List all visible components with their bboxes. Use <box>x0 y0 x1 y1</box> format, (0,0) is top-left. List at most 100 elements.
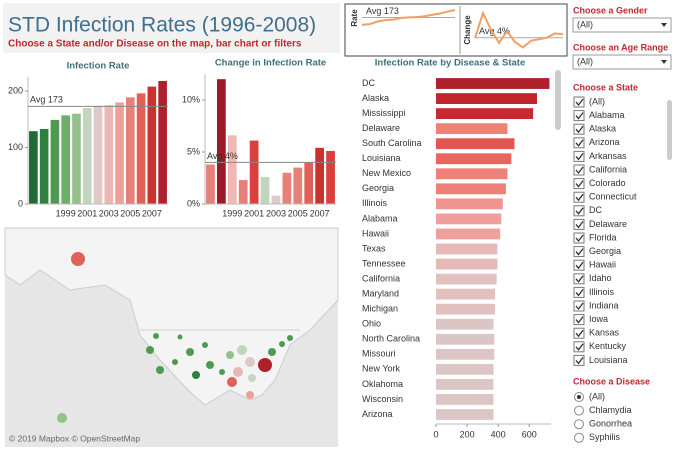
bar[interactable] <box>115 102 124 204</box>
category-label: Alaska <box>362 93 389 103</box>
bar[interactable] <box>436 303 496 315</box>
y-axis-label: Rate <box>350 9 359 27</box>
bar[interactable] <box>29 131 38 204</box>
bar[interactable] <box>72 113 81 204</box>
checkbox[interactable] <box>573 273 585 285</box>
bar[interactable] <box>436 273 497 285</box>
x-tick-label: 600 <box>522 429 537 439</box>
x-tick-label: 2003 <box>99 208 119 218</box>
dropdown[interactable] <box>572 54 672 70</box>
bar[interactable] <box>436 78 550 89</box>
bar[interactable] <box>436 409 494 420</box>
bar[interactable] <box>436 183 506 195</box>
y-axis-label: Change <box>463 15 472 45</box>
dashboard-title: STD Infection Rates (1996-2008) <box>8 14 316 37</box>
checkbox[interactable] <box>573 218 585 230</box>
bar[interactable] <box>282 172 292 204</box>
bar[interactable] <box>436 318 494 330</box>
bar[interactable] <box>206 164 215 204</box>
checkmark <box>575 180 584 188</box>
bar[interactable] <box>217 79 226 204</box>
bar[interactable] <box>436 378 494 390</box>
bar[interactable] <box>436 333 495 345</box>
bar[interactable] <box>104 105 114 204</box>
map[interactable]: © 2019 Mapbox © OpenStreetMap <box>4 227 339 447</box>
bar[interactable] <box>436 123 508 135</box>
bar[interactable] <box>293 167 303 204</box>
dropdown-value: (All) <box>577 19 593 29</box>
scrollbar[interactable] <box>667 100 672 160</box>
checkbox[interactable] <box>573 164 585 176</box>
bar[interactable] <box>436 363 494 375</box>
bar[interactable] <box>436 228 501 240</box>
map-dots <box>57 252 293 423</box>
bar[interactable] <box>61 115 70 204</box>
bar[interactable] <box>158 80 167 204</box>
checkbox[interactable] <box>573 314 585 326</box>
bar[interactable] <box>93 105 103 204</box>
checkmark <box>575 193 584 202</box>
bar[interactable] <box>436 348 495 360</box>
radio[interactable] <box>574 405 584 416</box>
bar[interactable] <box>436 168 508 180</box>
bar[interactable] <box>326 150 335 204</box>
dropdown-value: (All) <box>577 56 593 66</box>
checkmark <box>575 343 584 351</box>
reference-label: Avg 4% <box>479 26 510 36</box>
bar[interactable] <box>436 213 502 225</box>
bar[interactable] <box>147 86 157 204</box>
scrollbar[interactable] <box>555 70 561 130</box>
radio[interactable] <box>574 419 584 430</box>
bar[interactable] <box>436 108 534 120</box>
chart-title: Change in Infection Rate <box>215 58 326 69</box>
category-label: DC <box>362 78 375 88</box>
bar[interactable] <box>82 108 92 204</box>
bar[interactable] <box>436 93 538 104</box>
bar[interactable] <box>260 176 270 204</box>
bar[interactable] <box>126 97 135 204</box>
checkbox-label: Hawaii <box>589 260 616 270</box>
category-label: Delaware <box>362 123 400 133</box>
checkbox-label: Connecticut <box>589 192 637 202</box>
bar[interactable] <box>304 162 314 204</box>
checkbox[interactable] <box>573 191 585 203</box>
checkbox[interactable] <box>573 327 585 339</box>
category-label: Tennessee <box>362 258 406 268</box>
bar[interactable] <box>436 198 503 210</box>
checkbox[interactable] <box>573 205 585 217</box>
bar[interactable] <box>436 394 494 405</box>
checkbox-label: Idaho <box>589 273 612 283</box>
checkbox[interactable] <box>573 232 585 244</box>
checkbox[interactable] <box>573 259 585 271</box>
bar[interactable] <box>436 288 496 300</box>
radio[interactable] <box>574 432 584 443</box>
checkbox[interactable] <box>573 246 585 258</box>
bar[interactable] <box>315 147 324 204</box>
bar[interactable] <box>249 140 259 204</box>
checkbox[interactable] <box>573 354 585 366</box>
checkbox[interactable] <box>573 286 585 298</box>
checkbox[interactable] <box>573 341 585 353</box>
checkbox[interactable] <box>573 137 585 149</box>
checkbox[interactable] <box>573 150 585 162</box>
checkbox[interactable] <box>573 123 585 135</box>
checkbox[interactable] <box>573 178 585 190</box>
bar[interactable] <box>436 243 498 255</box>
bar[interactable] <box>436 258 498 270</box>
bar[interactable] <box>271 195 281 204</box>
dashboard-subtitle: Choose a State and/or Disease on the map… <box>8 39 302 50</box>
checkbox-label: Delaware <box>589 219 627 229</box>
checkbox[interactable] <box>573 300 585 312</box>
bar[interactable] <box>39 128 49 204</box>
x-tick-label: 2005 <box>288 208 308 218</box>
x-tick-label: 2007 <box>142 208 162 218</box>
checkbox[interactable] <box>573 96 585 108</box>
bar[interactable] <box>136 93 146 204</box>
bar[interactable] <box>436 138 515 150</box>
dropdown[interactable] <box>572 17 672 33</box>
bar[interactable] <box>50 119 60 204</box>
bar[interactable] <box>227 135 237 204</box>
bar[interactable] <box>238 180 248 204</box>
checkbox[interactable] <box>573 110 585 122</box>
bar[interactable] <box>436 153 512 165</box>
